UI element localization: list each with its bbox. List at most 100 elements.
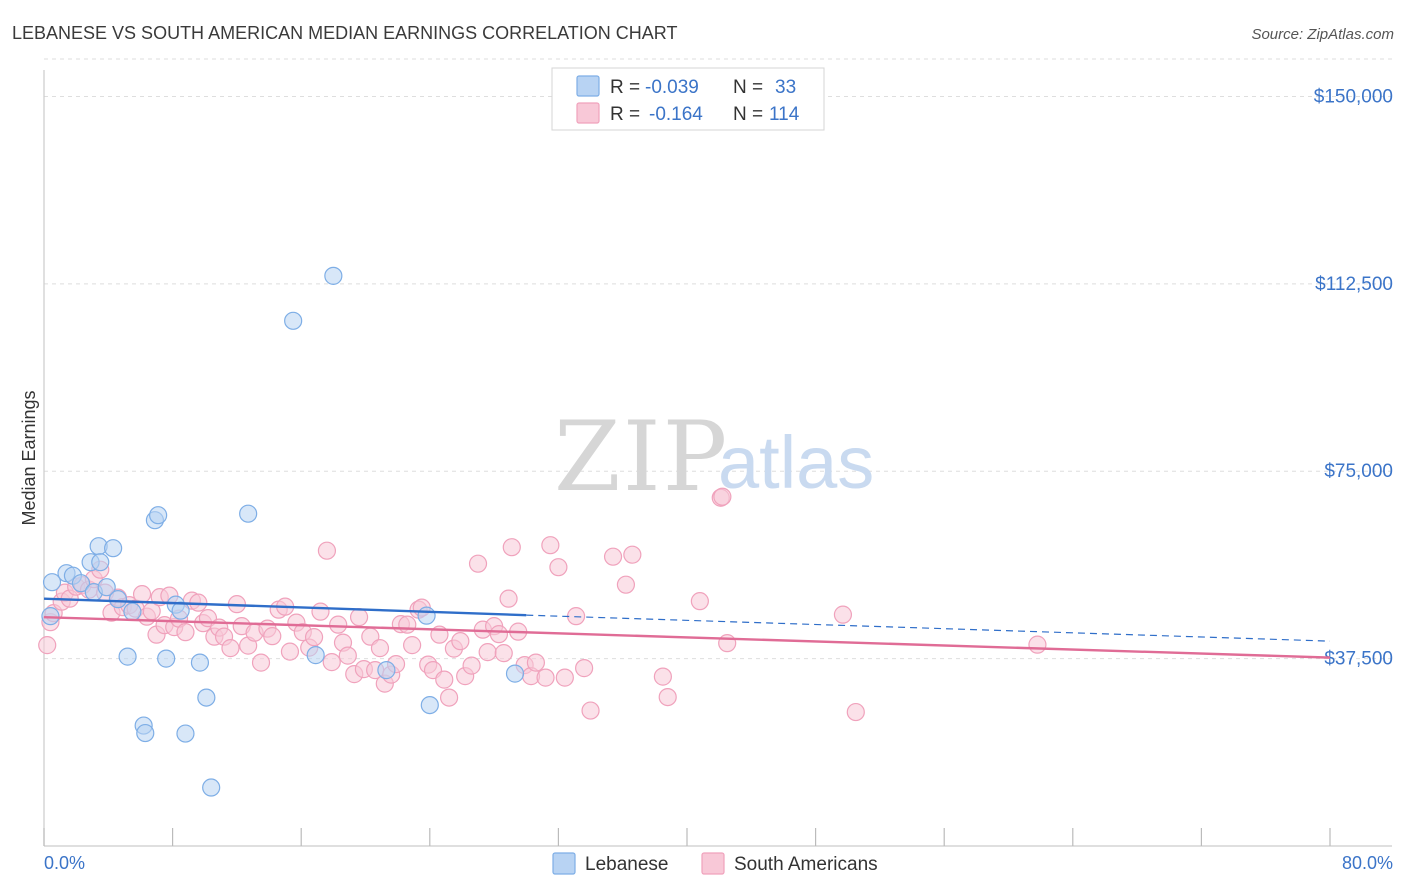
point-south-americans-49 (311, 602, 330, 621)
legend-n-value-south-americans: 114 (769, 104, 800, 125)
point-south-americans-51 (322, 653, 341, 672)
point-south-americans-39 (251, 653, 271, 672)
point-south-americans-107 (846, 702, 865, 722)
point-lebanese-32 (41, 607, 60, 626)
point-lebanese-10 (108, 590, 128, 609)
point-south-americans-92 (549, 558, 568, 577)
top-legend: R = -0.039 N = 33 R = -0.164 N = 114 (551, 67, 825, 131)
point-south-americans-82 (489, 625, 509, 644)
point-lebanese-8 (97, 578, 116, 597)
bottom-legend: Lebanese South Americans (552, 852, 878, 875)
gridlines (44, 58, 1392, 660)
point-south-americans-80 (478, 643, 497, 662)
point-south-americans-108 (1028, 635, 1047, 654)
trend-line-lebanese (43, 597, 527, 617)
point-lebanese-31 (505, 664, 525, 683)
legend-n-label-south-americans: N = (733, 104, 763, 125)
point-south-americans-98 (616, 575, 636, 594)
trend-lines (43, 597, 1331, 659)
point-south-americans-17 (132, 585, 152, 604)
point-lebanese-0 (42, 573, 62, 592)
data-points (38, 266, 1047, 797)
point-south-americans-97 (603, 547, 623, 566)
point-south-americans-75 (451, 632, 470, 651)
y-axis-label: Median Earnings (19, 390, 39, 525)
point-south-americans-50 (317, 541, 337, 560)
point-lebanese-21 (190, 653, 210, 672)
point-lebanese-11 (123, 602, 142, 621)
bottom-legend-swatch-lebanese (552, 852, 576, 875)
point-lebanese-12 (118, 647, 137, 666)
watermark: ZIP atlas (554, 401, 874, 513)
point-south-americans-96 (581, 701, 600, 720)
point-lebanese-29 (417, 606, 436, 625)
point-south-americans-85 (502, 538, 521, 557)
y-tick-label-0: $150,000 (1314, 86, 1393, 107)
legend-n-label-lebanese: N = (733, 77, 763, 98)
watermark-zip: ZIP (554, 401, 729, 513)
chart-title: LEBANESE VS SOUTH AMERICAN MEDIAN EARNIN… (12, 23, 677, 43)
point-south-americans-0 (38, 636, 57, 655)
point-lebanese-30 (420, 695, 439, 715)
point-lebanese-23 (202, 778, 221, 797)
point-lebanese-25 (284, 311, 303, 330)
point-south-americans-34 (221, 639, 240, 658)
point-south-americans-94 (566, 607, 586, 626)
point-south-americans-95 (575, 659, 594, 678)
point-lebanese-27 (324, 266, 343, 285)
axes (43, 70, 1392, 847)
point-south-americans-99 (623, 545, 642, 564)
point-south-americans-105 (718, 634, 737, 653)
chart-source: Source: ZipAtlas.com (1251, 26, 1394, 43)
point-lebanese-24 (239, 504, 258, 523)
y-tick-label-3: $37,500 (1324, 649, 1393, 670)
trend-line-extension-lebanese (526, 614, 1331, 642)
legend-r-label-south-americans: R = (610, 104, 640, 125)
point-lebanese-17 (157, 649, 176, 668)
y-tick-label-2: $75,000 (1324, 461, 1393, 482)
legend-r-value-lebanese: -0.039 (645, 77, 699, 98)
x-tick-labels: 0.0% 80.0% (43, 828, 1393, 873)
x-tick-label-min: 0.0% (44, 853, 85, 873)
point-south-americans-104 (713, 487, 732, 506)
point-south-americans-44 (280, 642, 300, 661)
bottom-legend-label-south-americans: South Americans (734, 854, 878, 875)
bottom-legend-label-lebanese: Lebanese (585, 854, 668, 875)
point-south-americans-77 (462, 656, 481, 675)
point-lebanese-28 (377, 661, 396, 680)
point-south-americans-102 (690, 592, 709, 611)
point-south-americans-26 (176, 623, 195, 642)
point-south-americans-100 (653, 667, 672, 686)
point-south-americans-72 (435, 670, 454, 689)
point-south-americans-84 (499, 589, 518, 608)
point-south-americans-90 (536, 668, 555, 687)
point-south-americans-78 (468, 554, 488, 573)
point-south-americans-48 (304, 628, 324, 647)
point-south-americans-73 (439, 688, 459, 707)
point-lebanese-9 (104, 539, 123, 558)
point-south-americans-52 (329, 615, 348, 634)
legend-swatch-lebanese (576, 75, 600, 97)
y-tick-labels: $150,000 $112,500 $75,000 $37,500 (1314, 86, 1393, 669)
point-south-americans-89 (526, 653, 545, 672)
legend-r-value-south-americans: -0.164 (649, 104, 703, 125)
point-south-americans-66 (403, 636, 422, 655)
point-south-americans-101 (658, 687, 677, 707)
point-south-americans-83 (494, 644, 513, 663)
point-lebanese-20 (176, 724, 195, 743)
y-tick-label-1: $112,500 (1315, 274, 1393, 295)
point-south-americans-91 (541, 536, 560, 555)
point-lebanese-16 (149, 506, 168, 525)
watermark-atlas: atlas (718, 421, 874, 504)
point-south-americans-60 (370, 639, 390, 658)
point-lebanese-26 (306, 646, 325, 665)
legend-r-label-lebanese: R = (610, 77, 640, 98)
point-lebanese-22 (197, 688, 216, 707)
point-lebanese-14 (136, 723, 155, 743)
point-south-americans-54 (338, 646, 357, 665)
trend-line-south-americans (43, 615, 1331, 659)
bottom-legend-swatch-south-americans (701, 852, 725, 875)
point-south-americans-65 (398, 615, 417, 634)
point-south-americans-41 (263, 627, 282, 646)
